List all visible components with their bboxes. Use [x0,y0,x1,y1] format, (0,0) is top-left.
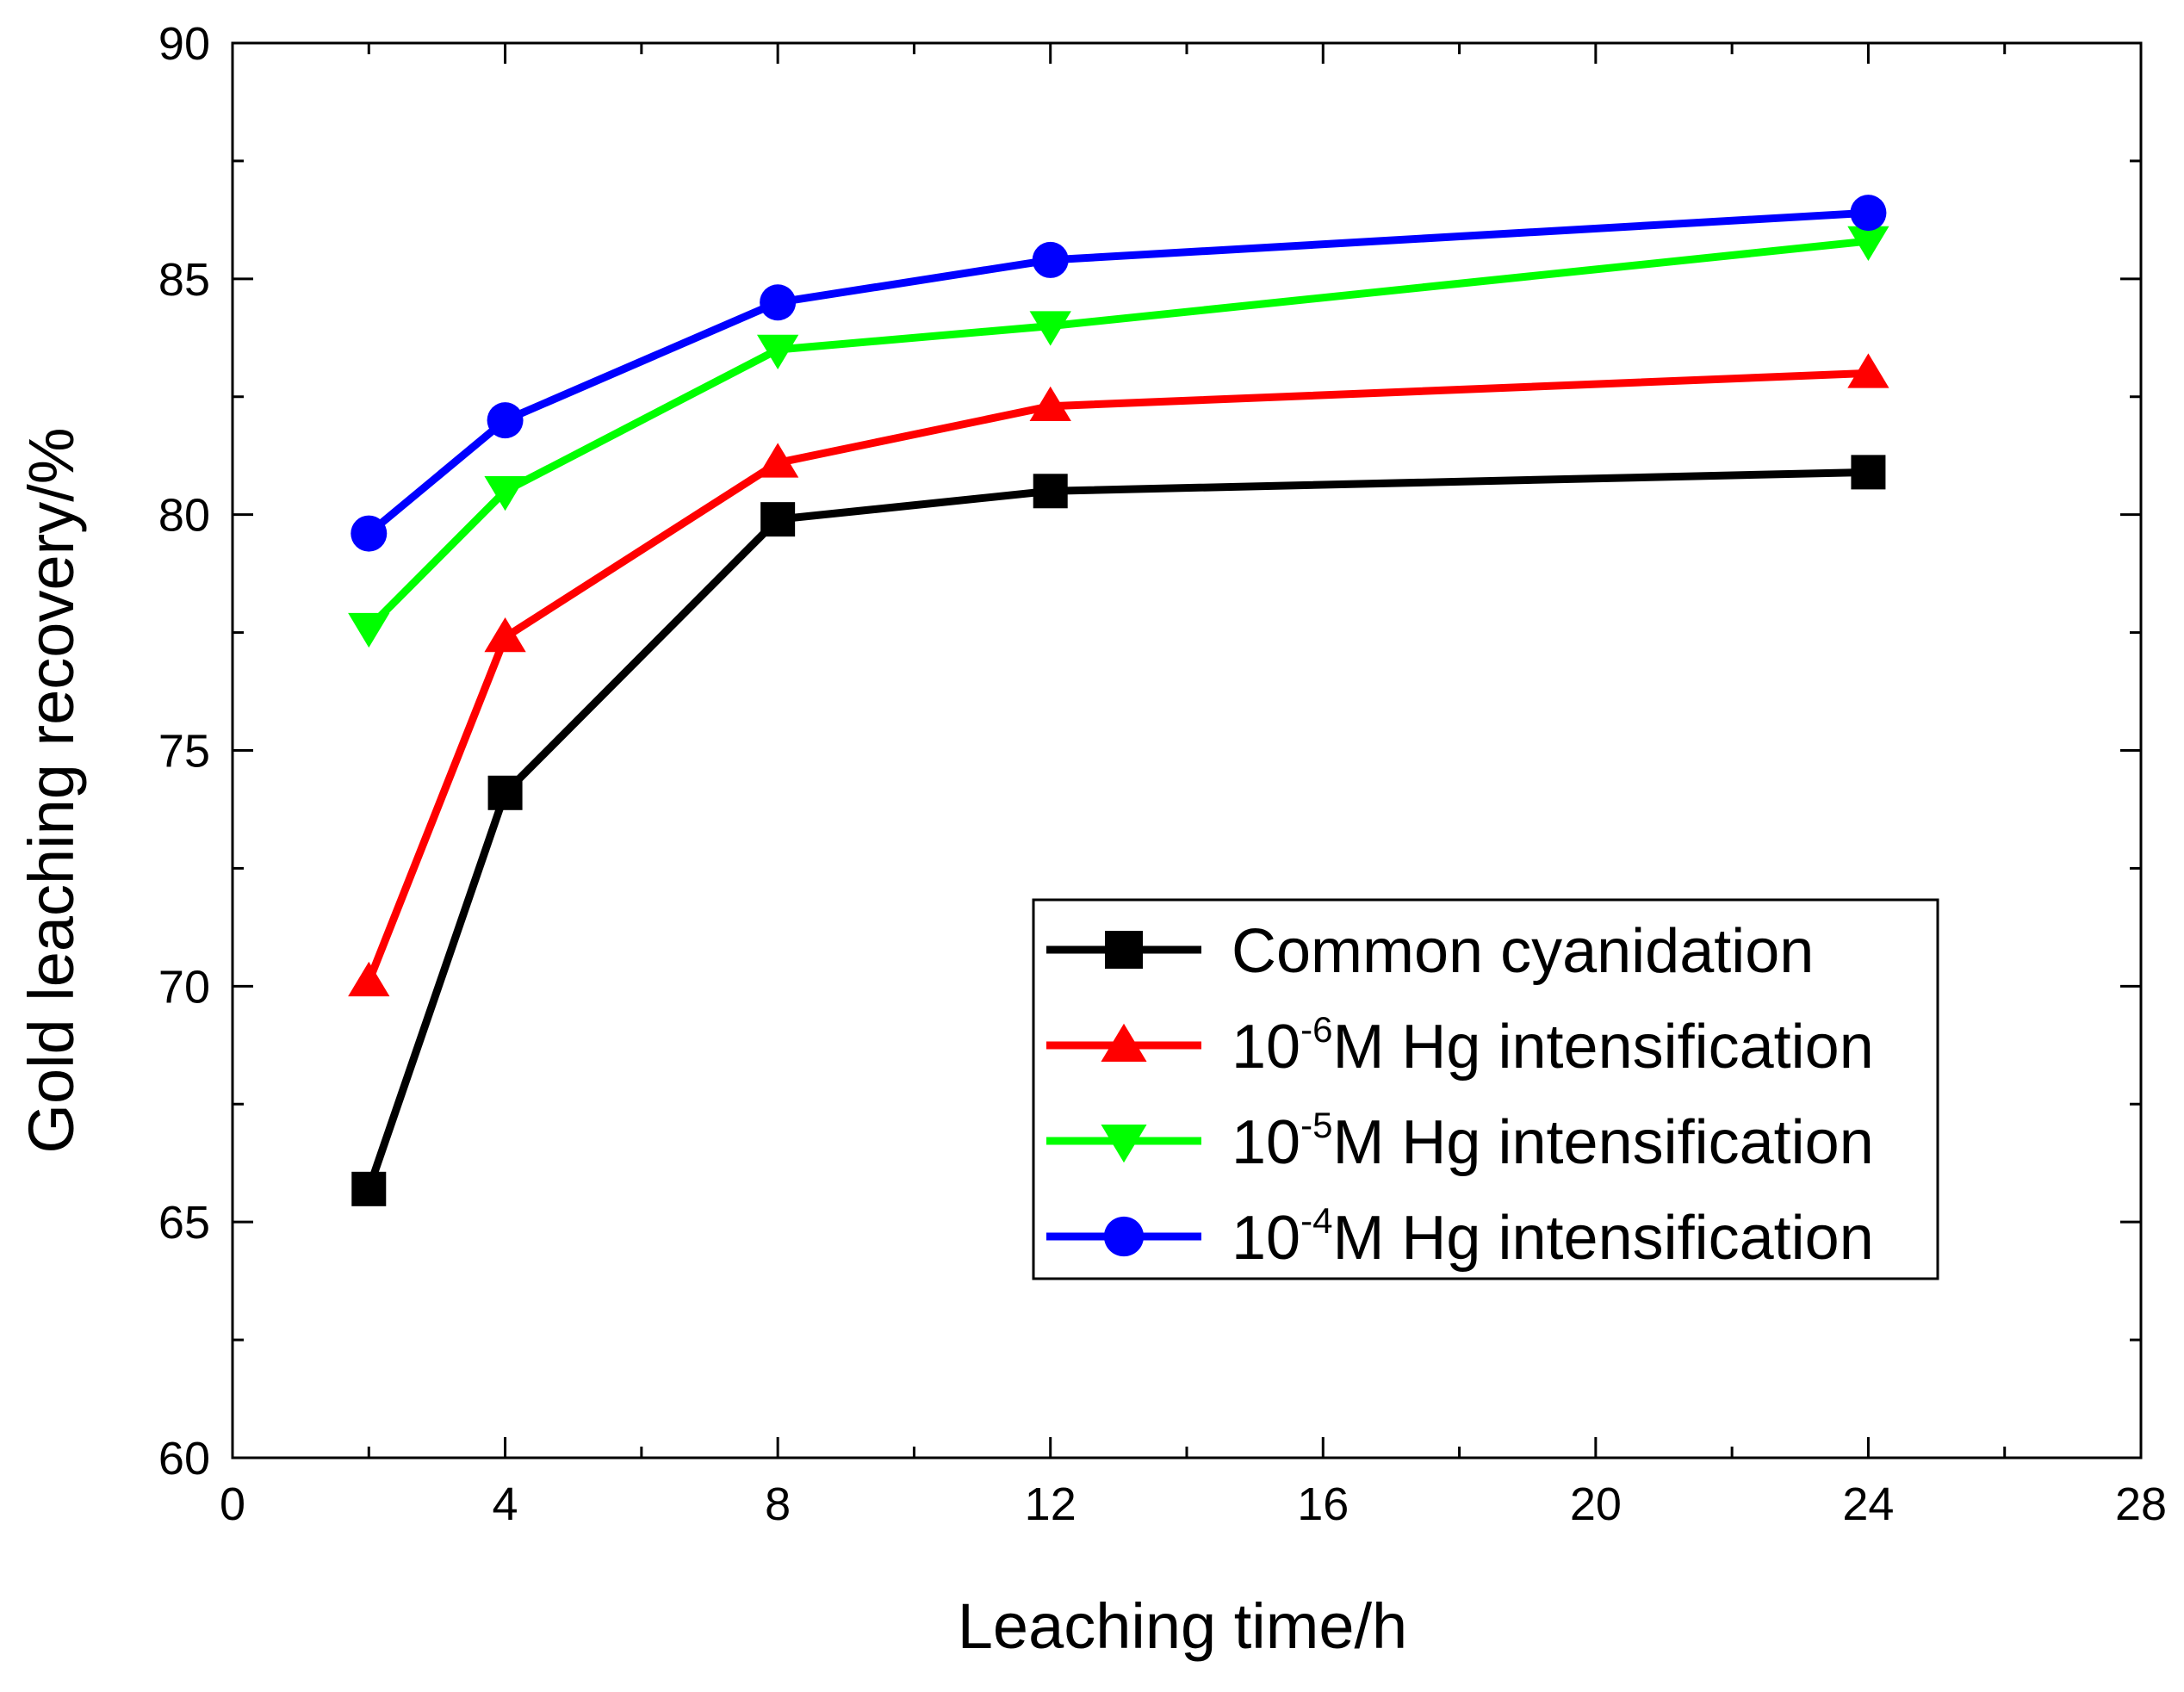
series-3-point [760,284,797,321]
y-tick-label: 90 [158,18,210,70]
x-axis-title: Leaching time/h [958,1590,1407,1662]
x-tick-label: 4 [493,1478,518,1530]
series-2-point [348,612,390,648]
series-1-point [348,961,390,997]
y-axis-title: Gold leaching recovery/% [16,427,87,1153]
x-tick-label: 8 [765,1478,791,1530]
series-3-point [1032,241,1069,278]
legend-label-main: 10 [1232,1013,1300,1082]
series-1-point [756,443,799,478]
series-0-point [351,1171,387,1206]
series-1-point [484,617,526,653]
series-3-point [351,515,388,552]
y-tick-label: 80 [158,490,210,542]
series-0-point [760,502,796,537]
legend-label-main: 10 [1232,1204,1300,1273]
x-tick-label: 20 [1570,1478,1622,1530]
x-tick-label: 12 [1025,1478,1076,1530]
series-2-point [756,334,799,369]
legend-label: 10-6M Hg intensification [1232,1009,1874,1082]
legend-label-main: Common cyanidation [1232,917,1814,986]
x-tick-label: 24 [1842,1478,1894,1530]
series-2-point [1029,311,1071,346]
series-1-point [1029,386,1071,421]
legend-marker [1105,931,1143,969]
legend-marker [1103,1216,1145,1257]
legend-label-superscript: -6 [1300,1009,1332,1050]
legend-marker [1101,1023,1147,1062]
series-0-point [1851,455,1886,490]
series-3-point [1850,195,1887,232]
legend-label-superscript: -4 [1300,1200,1332,1241]
series-2-line [366,237,1869,631]
y-tick-label: 65 [158,1197,210,1249]
series-group [348,195,1889,1206]
x-tick-label: 28 [2115,1478,2167,1530]
legend-label: 10-5M Hg intensification [1232,1105,1874,1177]
series-1-line [365,369,1869,983]
legend-box [1032,898,1939,1280]
legend-label-suffix: M Hg intensification [1332,1204,1873,1273]
y-tick-label: 75 [158,726,210,778]
series-3-point [487,402,524,439]
legend-label-suffix: M Hg intensification [1332,1013,1873,1082]
legend-marker [1101,1125,1147,1163]
series-2-point [484,476,526,511]
x-tick-label: 16 [1297,1478,1349,1530]
x-tick-label: 0 [220,1478,245,1530]
series-2-point [1847,226,1889,262]
series-1-point [1847,353,1889,388]
legend-label-superscript: -5 [1300,1105,1332,1145]
legend-label: 10-4M Hg intensification [1232,1200,1874,1273]
legend-label-suffix: M Hg intensification [1332,1108,1873,1177]
y-tick-label: 70 [158,961,210,1013]
y-tick-label: 60 [158,1433,210,1484]
legend-label-main: 10 [1232,1108,1300,1177]
legend-label: Common cyanidation [1232,917,1814,986]
axes-group: 0 4 8 12 16 20 24 28 60 65 70 75 80 85 90 [158,18,2167,1530]
series-0-point [487,775,523,810]
y-tick-label: 85 [158,254,210,306]
series-0-point [1033,474,1068,509]
